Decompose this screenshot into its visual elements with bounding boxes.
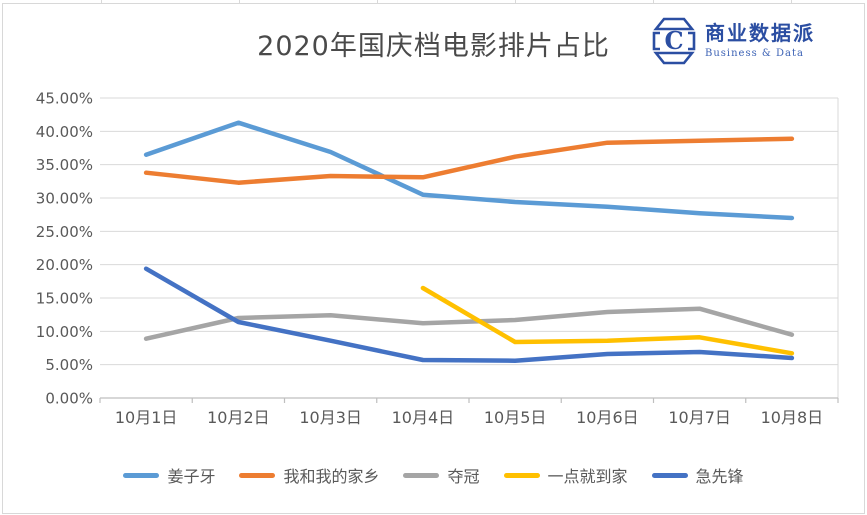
- series-line-3: [420, 285, 795, 356]
- brand-logo: C 商业数据派 Business & Data: [650, 16, 830, 68]
- legend-item-1: 我和我的家乡: [239, 463, 379, 487]
- series-line-4: [143, 266, 795, 363]
- legend-item-0: 姜子牙: [123, 463, 215, 487]
- y-axis-tick-label: 10.00%: [36, 323, 93, 341]
- chart-legend: 姜子牙 我和我的家乡 夺冠 一点就到家 急先锋: [0, 460, 867, 490]
- x-axis-tick-label: 10月8日: [761, 408, 824, 427]
- y-axis-tick-label: 30.00%: [36, 190, 93, 208]
- series-line-1: [143, 136, 795, 185]
- legend-item-4: 急先锋: [651, 463, 744, 487]
- legend-item-2: 夺冠: [403, 463, 480, 487]
- hexagon-c-logo-icon: C: [652, 17, 696, 65]
- y-axis-tick-label: 45.00%: [36, 90, 93, 108]
- legend-marker-icon: [403, 472, 440, 478]
- x-axis-tick-label: 10月1日: [115, 408, 178, 427]
- y-axis-tick-label: 25.00%: [36, 223, 93, 241]
- x-axis-tick-label: 10月3日: [299, 408, 362, 427]
- x-axis-tick-label: 10月4日: [392, 408, 455, 427]
- legend-label: 夺冠: [447, 467, 480, 486]
- legend-marker-icon: [503, 472, 540, 478]
- legend-label: 我和我的家乡: [283, 467, 380, 486]
- chart-object[interactable]: [2, 3, 865, 514]
- svg-text:C: C: [664, 26, 683, 55]
- x-axis-tick-label: 10月6日: [576, 408, 639, 427]
- legend-marker-icon: [651, 472, 688, 478]
- y-axis-tick-label: 35.00%: [36, 156, 93, 174]
- legend-label: 一点就到家: [547, 467, 628, 486]
- x-axis-tick-label: 10月7日: [668, 408, 731, 427]
- y-axis-tick-label: 0.00%: [45, 390, 93, 408]
- spreadsheet-column-gridlines: [0, 0, 867, 3]
- y-axis-tick-label: 15.00%: [36, 290, 93, 308]
- legend-item-3: 一点就到家: [503, 463, 628, 487]
- series-line-2: [143, 306, 795, 341]
- legend-label: 急先锋: [695, 467, 744, 486]
- legend-label: 姜子牙: [167, 467, 216, 486]
- legend-marker-icon: [239, 472, 276, 478]
- y-axis-tick-label: 40.00%: [36, 123, 93, 141]
- x-axis-tick-label: 10月5日: [484, 408, 547, 427]
- y-axis-tick-label: 5.00%: [45, 356, 93, 374]
- brand-name: 商业数据派: [705, 21, 815, 45]
- x-axis-tick-label: 10月2日: [207, 408, 270, 427]
- brand-tagline: Business & Data: [705, 48, 804, 59]
- series-line-0: [143, 120, 795, 221]
- chart-title: 2020年国庆档电影排片占比: [257, 31, 610, 62]
- y-axis-tick-label: 20.00%: [36, 256, 93, 274]
- legend-marker-icon: [123, 472, 160, 478]
